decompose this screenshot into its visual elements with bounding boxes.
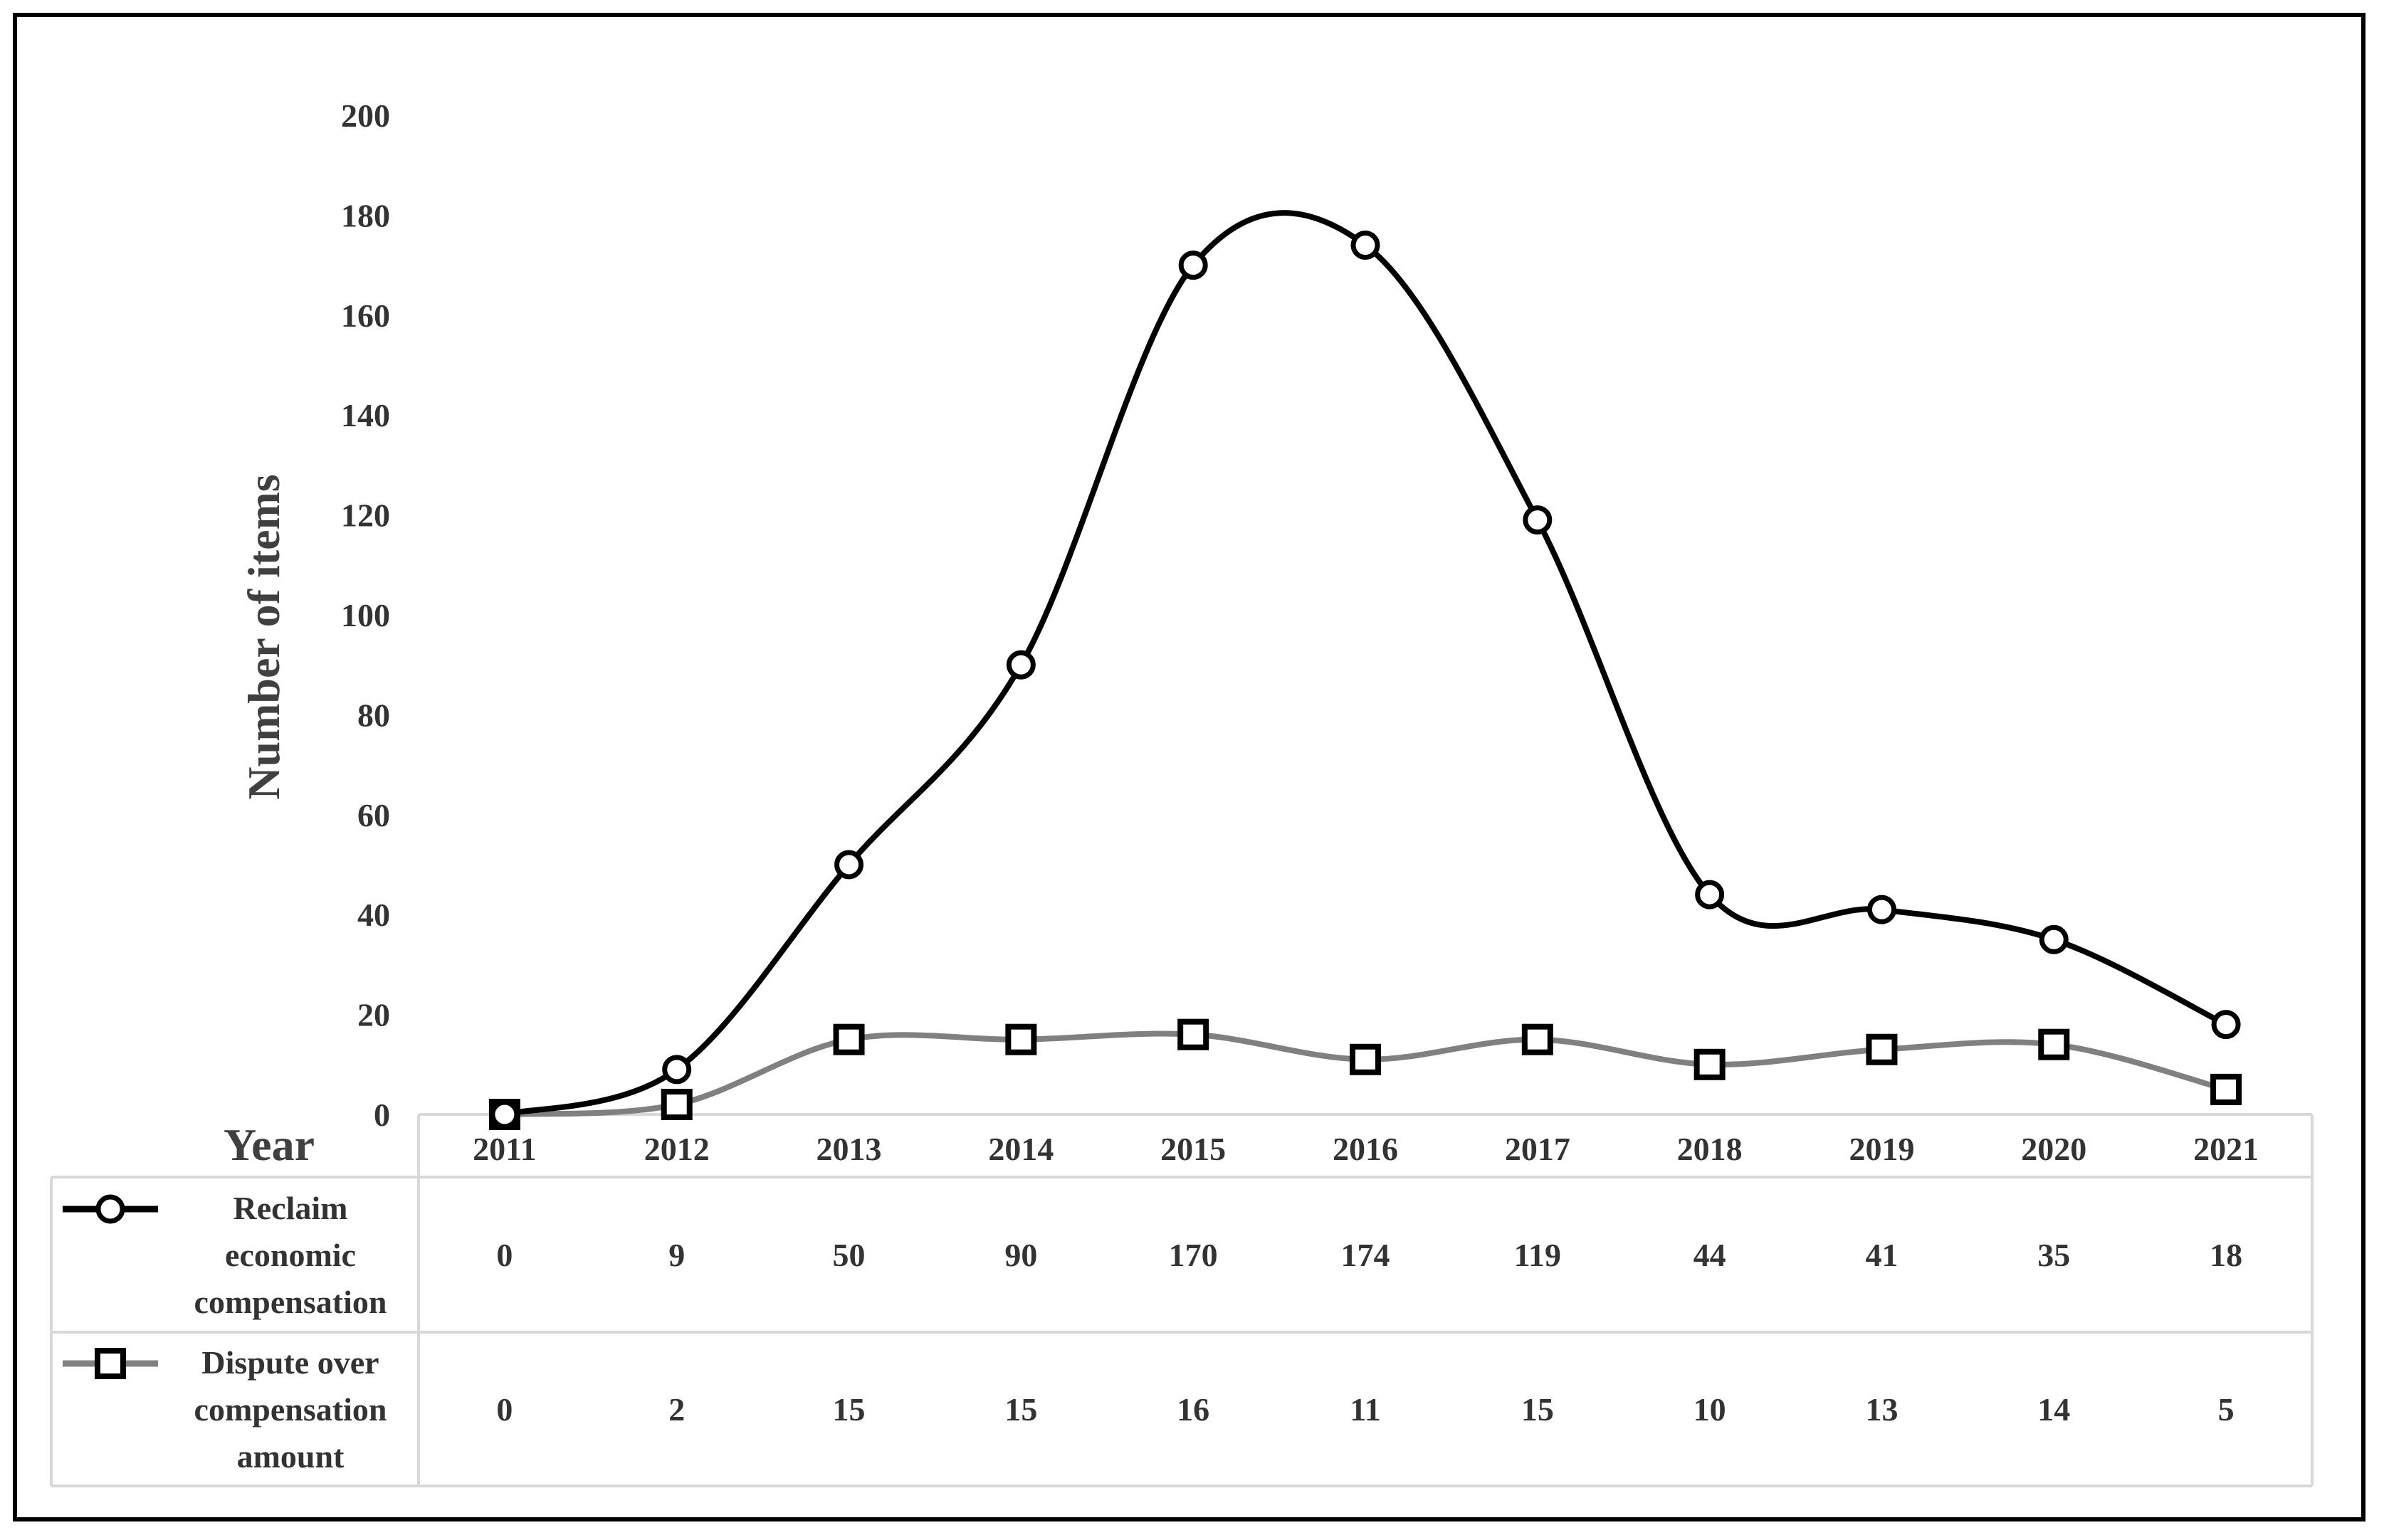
data-point-square bbox=[1866, 1033, 1898, 1065]
data-point-square bbox=[1694, 1048, 1726, 1080]
data-point-square bbox=[2038, 1028, 2070, 1060]
legend-label-line: compensation bbox=[194, 1391, 387, 1428]
y-tick-label: 60 bbox=[357, 797, 390, 833]
series-line bbox=[503, 210, 2227, 1117]
y-tick-label: 160 bbox=[341, 297, 390, 334]
table-value: 14 bbox=[2037, 1391, 2070, 1428]
data-point-circle bbox=[1866, 895, 1896, 924]
data-point-square bbox=[1005, 1023, 1037, 1055]
x-tick-label: 2015 bbox=[1160, 1131, 1226, 1167]
table-value: 44 bbox=[1694, 1237, 1726, 1273]
table-value: 0 bbox=[496, 1391, 513, 1428]
table-value: 15 bbox=[1004, 1391, 1037, 1428]
data-point-square bbox=[1177, 1018, 1209, 1050]
x-tick-label: 2017 bbox=[1505, 1131, 1570, 1167]
data-table: 2011 2012 2013 2014 2015 2016 2017 2018 2019 2020… bbox=[50, 1114, 2314, 1487]
table-value: 16 bbox=[1177, 1391, 1209, 1428]
x-tick-label: 2014 bbox=[988, 1131, 1054, 1167]
series-markers bbox=[488, 231, 2242, 1130]
table-value: 90 bbox=[1004, 1237, 1037, 1273]
y-axis-title: Number of items bbox=[238, 474, 289, 799]
data-point-circle bbox=[1523, 505, 1553, 535]
y-tick-label: 120 bbox=[341, 497, 390, 534]
x-tick-label: 2013 bbox=[816, 1131, 882, 1167]
data-point-circle bbox=[1695, 880, 1725, 909]
legend-label-line: amount bbox=[237, 1438, 345, 1475]
table-value: 9 bbox=[668, 1237, 685, 1273]
y-tick-label: 180 bbox=[341, 197, 390, 233]
table-value: 15 bbox=[1521, 1391, 1554, 1428]
legend-square-marker bbox=[95, 1348, 126, 1379]
data-point-square bbox=[833, 1023, 865, 1055]
legend-circle-marker bbox=[95, 1194, 125, 1224]
y-tick-label: 200 bbox=[341, 97, 390, 134]
table-value: 18 bbox=[2210, 1237, 2242, 1273]
table-value: 11 bbox=[1350, 1391, 1380, 1428]
legend-label-line: Dispute over bbox=[201, 1344, 379, 1381]
x-tick-label: 2012 bbox=[644, 1131, 710, 1167]
data-point-circle bbox=[1178, 250, 1208, 280]
y-tick-label: 80 bbox=[357, 697, 390, 733]
y-axis: 0 20 40 60 80 100 120 140 160 180 200 bbox=[341, 97, 390, 1133]
y-tick-label: 40 bbox=[357, 897, 390, 933]
table-value: 15 bbox=[833, 1391, 866, 1428]
data-point-circle bbox=[662, 1055, 692, 1085]
x-tick-label: 2019 bbox=[1849, 1131, 1914, 1167]
data-point-circle bbox=[834, 850, 864, 880]
x-tick-label: 2018 bbox=[1677, 1131, 1743, 1167]
y-tick-label: 100 bbox=[341, 597, 390, 633]
y-tick-label: 20 bbox=[357, 997, 390, 1033]
data-point-square bbox=[1521, 1023, 1553, 1055]
y-tick-label: 140 bbox=[341, 397, 390, 433]
table-value: 174 bbox=[1341, 1237, 1390, 1273]
data-point-square bbox=[1350, 1043, 1381, 1075]
data-point-circle bbox=[490, 1099, 520, 1129]
table-value: 50 bbox=[833, 1237, 866, 1273]
x-tick-label: 2021 bbox=[2193, 1131, 2259, 1167]
x-tick-label: 2020 bbox=[2021, 1131, 2086, 1167]
table-value: 0 bbox=[496, 1237, 513, 1273]
table-value: 41 bbox=[1865, 1237, 1898, 1273]
data-point-circle bbox=[2039, 924, 2069, 954]
series-lines bbox=[503, 210, 2227, 1117]
legend-label-line: economic bbox=[225, 1237, 356, 1273]
x-tick-label: 2016 bbox=[1333, 1131, 1398, 1167]
table-value: 35 bbox=[2037, 1237, 2070, 1273]
data-point-square bbox=[661, 1088, 693, 1120]
table-value: 119 bbox=[1514, 1237, 1561, 1273]
table-value: 13 bbox=[1865, 1391, 1898, 1428]
legend-label-line: compensation bbox=[194, 1284, 387, 1320]
data-point-square bbox=[2210, 1073, 2242, 1105]
data-point-circle bbox=[2211, 1010, 2241, 1040]
table-value: 5 bbox=[2218, 1391, 2235, 1428]
table-value: 10 bbox=[1694, 1391, 1726, 1428]
legend-label-line: Reclaim bbox=[233, 1190, 348, 1226]
data-point-circle bbox=[1006, 650, 1036, 680]
x-tick-label: 2011 bbox=[473, 1131, 536, 1167]
table-value: 2 bbox=[668, 1391, 685, 1428]
table-value: 170 bbox=[1169, 1237, 1218, 1273]
data-point-circle bbox=[1350, 231, 1380, 260]
y-tick-label: 0 bbox=[374, 1097, 390, 1133]
x-axis-title: Year bbox=[224, 1119, 315, 1170]
